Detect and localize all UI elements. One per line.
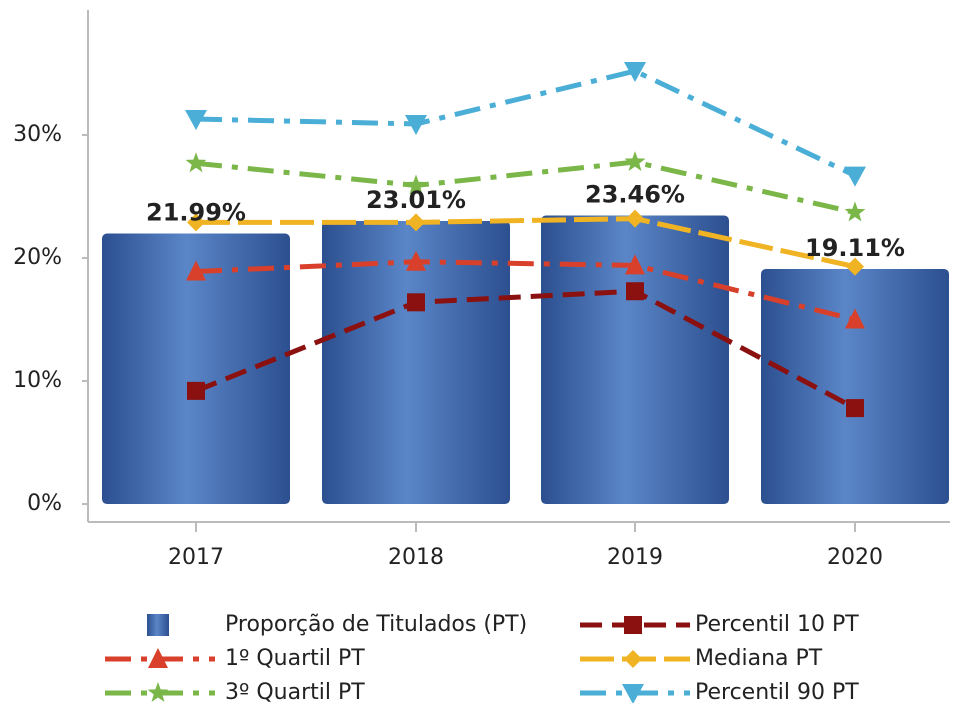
line [195, 259, 856, 322]
line [195, 68, 857, 178]
y-tick-label: 10% [13, 368, 62, 393]
y-tick-label: 0% [27, 491, 62, 516]
y-tick-label: 30% [13, 122, 62, 147]
line-marker [845, 308, 865, 329]
bar [761, 268, 949, 505]
line-marker [405, 174, 427, 195]
value-label: 23.46% [585, 180, 685, 208]
line-marker [407, 293, 425, 312]
line-marker [626, 209, 644, 228]
bar [322, 220, 510, 505]
legend-label: Percentil 90 PT [695, 680, 859, 703]
legend-label: Percentil 10 PT [695, 612, 859, 637]
line-marker [405, 114, 427, 135]
line-marker [626, 282, 644, 301]
legend-swatch [147, 614, 169, 636]
line [196, 216, 856, 270]
value-label: 23.01% [366, 186, 466, 214]
line-marker [624, 151, 646, 171]
line-marker [844, 201, 866, 222]
y-tick-label: 20% [13, 245, 62, 270]
x-tick-label: 2019 [607, 545, 663, 570]
legend-marker [624, 616, 642, 634]
line-marker [185, 110, 207, 131]
legend-marker [622, 684, 644, 704]
line-marker [846, 399, 864, 418]
line [195, 159, 856, 215]
legend-marker [624, 650, 642, 668]
line-marker [846, 257, 864, 276]
legend-label: Mediana PT [695, 646, 823, 671]
line-marker [187, 381, 205, 400]
line-marker [187, 213, 205, 232]
legend-marker [148, 648, 168, 668]
legend-marker [147, 682, 169, 702]
line-marker [625, 254, 645, 275]
legend-label: 3º Quartil PT [225, 680, 365, 703]
line-marker [407, 213, 425, 232]
legend-label: 1º Quartil PT [225, 646, 365, 671]
bar [541, 215, 729, 505]
bar [102, 233, 290, 505]
x-tick-label: 2020 [827, 545, 883, 570]
line-marker [624, 62, 646, 83]
line [195, 288, 857, 411]
value-label: 19.11% [805, 234, 905, 262]
line-marker [186, 260, 206, 281]
line-marker [185, 152, 207, 173]
x-tick-label: 2018 [388, 545, 444, 570]
line-marker [844, 166, 866, 187]
value-label: 21.99% [146, 199, 246, 227]
legend-label: Proporção de Titulados (PT) [225, 612, 527, 637]
line-marker [406, 250, 426, 271]
x-tick-label: 2017 [168, 545, 224, 570]
